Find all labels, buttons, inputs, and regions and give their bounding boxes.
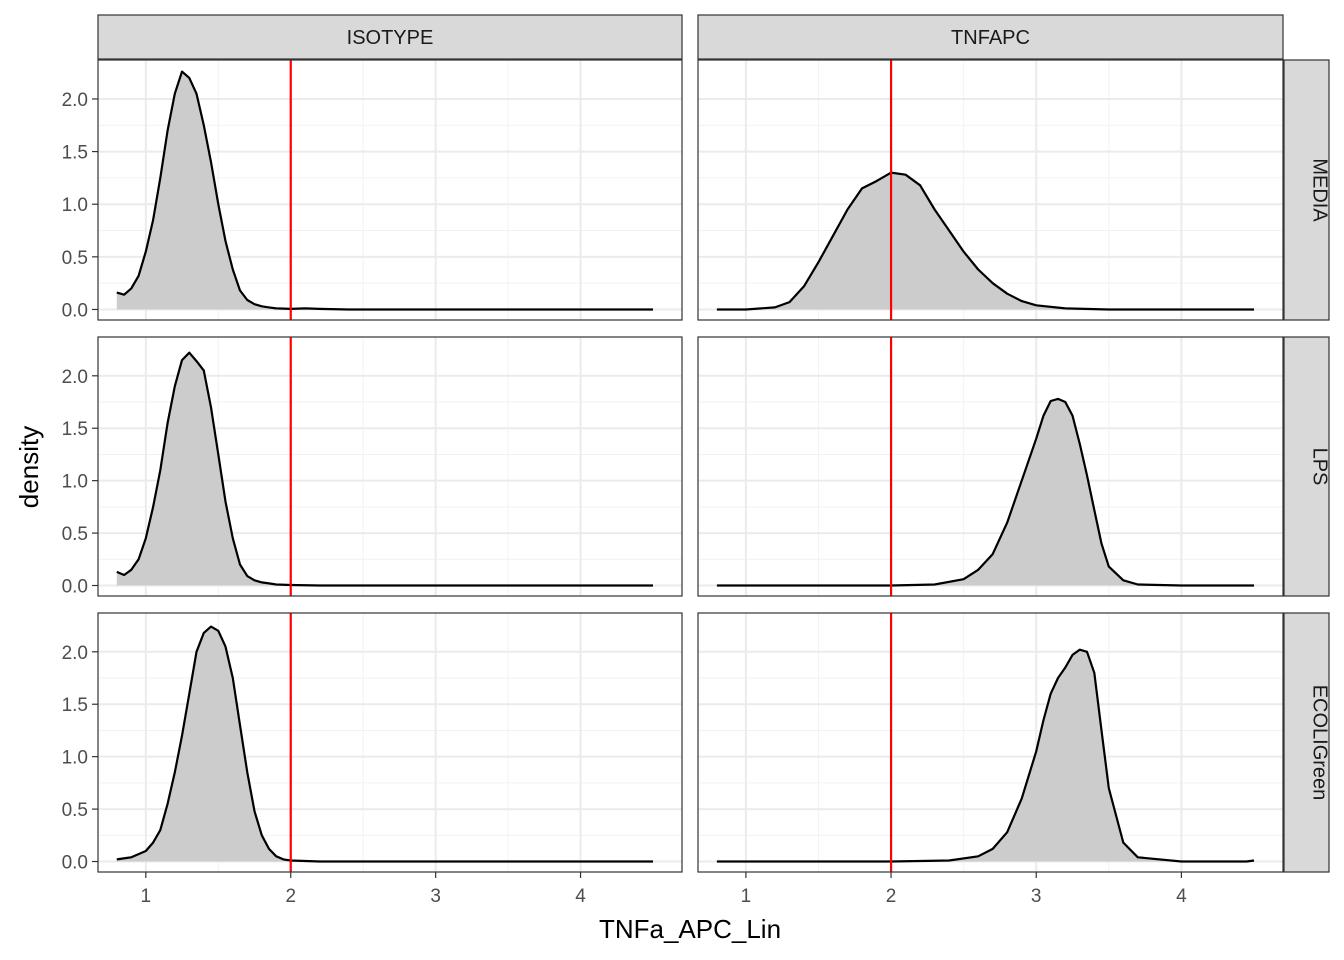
x-axis-title: TNFa_APC_Lin bbox=[599, 914, 781, 944]
x-tick-label: 2 bbox=[285, 886, 296, 907]
y-tick-label: 1.5 bbox=[62, 143, 88, 164]
y-tick-label: 1.5 bbox=[62, 419, 88, 440]
y-axis-title: density bbox=[14, 426, 44, 508]
density-line-tnfapc-ecoligreen bbox=[716, 648, 1255, 863]
strip-row-media bbox=[1283, 59, 1330, 321]
strips-layer: ISOTYPE TNFAPC MEDIA LPS ECOLIGreen bbox=[97, 14, 1331, 873]
axes-layer: 0.0 0.5 1.0 1.5 2.0 0.0 0.5 1.0 1.5 2.0 0.0 0.5 1.0 1… bbox=[62, 90, 1188, 907]
density-line-tnfapc-media bbox=[716, 171, 1254, 311]
y-tick-label: 0.5 bbox=[62, 524, 88, 545]
x-tick-label: 3 bbox=[430, 886, 441, 907]
y-tick-label: 0.0 bbox=[62, 300, 88, 321]
strip-row-lps bbox=[1283, 336, 1330, 597]
panel-tnfapc-lps bbox=[697, 336, 1284, 597]
x-tick-label: 1 bbox=[141, 886, 152, 907]
strip-column-isotype bbox=[97, 14, 683, 60]
panel-border bbox=[97, 336, 683, 597]
strip-label-isotype: ISOTYPE bbox=[347, 27, 434, 49]
y-tick-label: 1.0 bbox=[62, 195, 88, 216]
panel-border bbox=[97, 59, 683, 321]
x-tick-label: 2 bbox=[886, 886, 897, 907]
y-tick-label: 2.0 bbox=[62, 643, 88, 664]
x-tick-label: 1 bbox=[741, 886, 752, 907]
density-area-tnfapc-media bbox=[716, 172, 1254, 310]
y-tick-label: 2.0 bbox=[62, 90, 88, 111]
x-tick-label: 4 bbox=[575, 886, 586, 907]
density-area-isotype-lps bbox=[116, 352, 654, 586]
panel-border bbox=[97, 612, 683, 873]
strip-row-ecoligreen bbox=[1283, 612, 1330, 873]
y-tick-label: 1.5 bbox=[62, 695, 88, 716]
y-tick-label: 0.0 bbox=[62, 577, 88, 598]
panel-tnfapc-media bbox=[697, 59, 1284, 321]
density-area-isotype-media bbox=[116, 71, 654, 310]
strip-label-media: MEDIA bbox=[1309, 158, 1331, 222]
density-area-isotype-ecoligreen bbox=[116, 626, 654, 862]
strip-column-tnfapc bbox=[697, 14, 1284, 60]
y-tick-label: 0.5 bbox=[62, 248, 88, 269]
panel-isotype-ecoligreen bbox=[97, 612, 683, 873]
density-line-tnfapc-lps bbox=[716, 397, 1254, 587]
strip-label-lps: LPS bbox=[1309, 448, 1331, 486]
panel-tnfapc-ecoligreen bbox=[697, 612, 1284, 873]
density-line-isotype-lps bbox=[116, 351, 653, 587]
y-tick-label: 2.0 bbox=[62, 367, 88, 388]
panel-background bbox=[698, 613, 1283, 872]
x-tick-label: 4 bbox=[1176, 886, 1187, 907]
panel-background bbox=[698, 60, 1283, 320]
panels-layer bbox=[97, 59, 1284, 873]
strip-label-tnfapc: TNFAPC bbox=[951, 27, 1030, 49]
x-tick-label: 3 bbox=[1031, 886, 1042, 907]
panel-border bbox=[697, 59, 1284, 321]
panel-isotype-media bbox=[97, 59, 683, 321]
density-line-isotype-media bbox=[116, 70, 653, 311]
panel-border bbox=[697, 336, 1284, 597]
panel-isotype-lps bbox=[97, 336, 683, 597]
y-tick-label: 1.0 bbox=[62, 748, 88, 769]
strip-label-ecoligreen: ECOLIGreen bbox=[1309, 685, 1331, 801]
y-tick-label: 0.0 bbox=[62, 853, 88, 874]
y-tick-label: 0.5 bbox=[62, 800, 88, 821]
y-tick-label: 1.0 bbox=[62, 472, 88, 493]
density-line-isotype-ecoligreen bbox=[116, 625, 653, 863]
panel-border bbox=[697, 612, 1284, 873]
panel-background bbox=[698, 337, 1283, 596]
